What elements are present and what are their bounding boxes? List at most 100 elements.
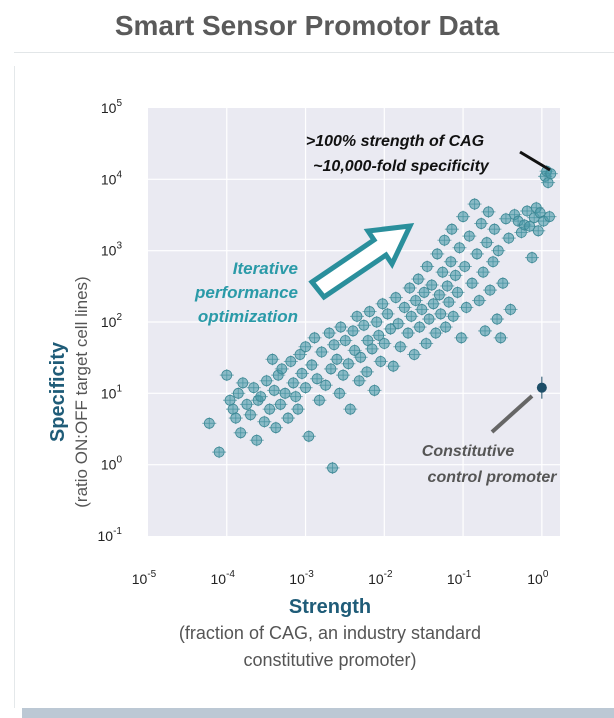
- data-point: [338, 334, 353, 347]
- data-point: [259, 374, 274, 387]
- data-point: [472, 294, 487, 307]
- data-point: [437, 234, 452, 247]
- data-point: [501, 232, 516, 245]
- data-point: [432, 288, 447, 301]
- data-point: [373, 355, 388, 368]
- x-axis-title: Strength: [288, 596, 372, 618]
- data-point: [341, 357, 356, 370]
- data-point: [412, 321, 427, 334]
- data-point: [450, 286, 465, 299]
- arrow-annotation-line-2: performance: [194, 283, 298, 302]
- data-point: [294, 367, 309, 380]
- x-axis-label: Strength (fraction of CAG, an industry s…: [100, 594, 560, 674]
- data-point: [202, 417, 217, 430]
- data-point: [465, 277, 480, 290]
- data-point: [253, 390, 268, 403]
- data-point: [233, 426, 248, 439]
- optimization-arrow-icon: [308, 222, 415, 301]
- data-point: [380, 307, 395, 320]
- data-point: [367, 384, 382, 397]
- y-axis-subtitle: (ratio ON:OFF target cell lines): [72, 276, 91, 508]
- data-point: [336, 369, 351, 382]
- data-point: [329, 353, 344, 366]
- data-point: [292, 348, 307, 361]
- data-point: [474, 217, 489, 230]
- data-point: [235, 376, 250, 389]
- data-point: [246, 381, 261, 394]
- data-point: [298, 340, 313, 353]
- data-points: [202, 165, 558, 474]
- data-point: [441, 296, 456, 309]
- tick-labels: 10-5 10-4 10-3 10-2 10-1 100 10-1 100 101 102 103 1…: [98, 98, 549, 587]
- x-axis-subtitle: (fraction of CAG, an industry standard c…: [178, 623, 482, 670]
- data-point: [481, 205, 496, 218]
- data-point: [419, 337, 434, 350]
- data-point: [347, 344, 362, 357]
- data-point: [318, 379, 333, 392]
- data-point: [435, 266, 450, 279]
- data-point: [459, 301, 474, 314]
- data-point: [281, 412, 296, 425]
- data-point: [359, 365, 374, 378]
- data-point: [333, 321, 348, 334]
- data-point: [345, 324, 360, 337]
- control-promoter-point: [536, 376, 547, 399]
- data-point: [283, 355, 298, 368]
- data-point: [362, 305, 377, 318]
- top-annotation-line-2: ~10,000-fold specificity: [313, 158, 490, 175]
- data-point: [417, 286, 432, 299]
- data-point: [267, 384, 282, 397]
- control-annotation-line-2: control promoter: [428, 469, 558, 486]
- data-point: [430, 247, 445, 260]
- data-point: [239, 398, 254, 411]
- data-point: [444, 223, 459, 236]
- data-point: [433, 307, 448, 320]
- data-point: [420, 260, 435, 273]
- data-point: [525, 251, 540, 264]
- data-point: [462, 230, 477, 243]
- data-point: [268, 421, 283, 434]
- data-point: [257, 415, 272, 428]
- data-point: [440, 279, 455, 292]
- data-point: [542, 210, 557, 223]
- data-point: [479, 236, 494, 249]
- data-point: [414, 303, 429, 316]
- y-tick-label: 10-1: [98, 526, 123, 544]
- top-annotation-pointer: [519, 150, 551, 172]
- data-point: [467, 198, 482, 211]
- data-point: [369, 316, 384, 328]
- data-point: [262, 403, 277, 416]
- y-tick-label: 100: [101, 455, 123, 473]
- data-point: [469, 247, 484, 260]
- data-point: [274, 362, 289, 375]
- data-point: [314, 345, 329, 358]
- data-point: [452, 241, 467, 254]
- data-point: [375, 297, 390, 310]
- data-point: [298, 381, 313, 394]
- data-point: [428, 327, 443, 340]
- data-point: [478, 324, 493, 337]
- x-tick-label: 10-5: [132, 569, 157, 587]
- data-point: [522, 220, 537, 233]
- data-point: [486, 255, 501, 268]
- data-point: [386, 360, 401, 373]
- x-tick-label: 10-1: [447, 569, 472, 587]
- y-tick-label: 103: [101, 241, 123, 259]
- data-point: [411, 273, 426, 286]
- data-point: [228, 412, 243, 425]
- data-point: [356, 319, 371, 332]
- grid-lines: [148, 108, 560, 536]
- y-tick-label: 105: [101, 98, 123, 116]
- data-point: [491, 244, 506, 257]
- data-point: [332, 387, 347, 400]
- x-tick-label: 100: [527, 569, 549, 587]
- data-point: [312, 394, 327, 407]
- data-point: [438, 321, 453, 334]
- data-point: [219, 369, 234, 382]
- arrow-annotation-line-1: Iterative: [233, 259, 298, 278]
- data-point: [301, 430, 316, 443]
- data-point: [443, 255, 458, 268]
- data-point: [343, 403, 358, 416]
- data-point: [307, 331, 322, 344]
